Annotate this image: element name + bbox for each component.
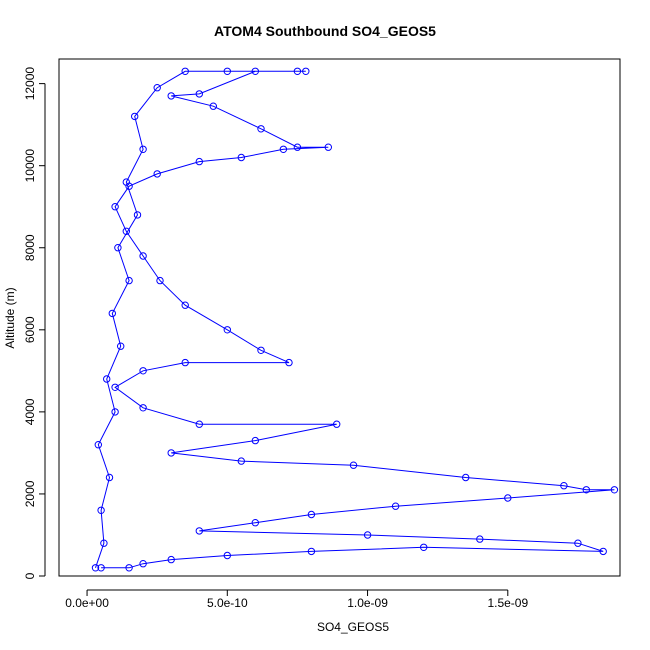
- data-point: [209, 102, 218, 110]
- data-point: [391, 502, 400, 510]
- data-point: [195, 157, 204, 166]
- y-tick-label: 8000: [23, 234, 37, 261]
- data-point: [462, 473, 470, 482]
- data-point: [167, 92, 175, 100]
- data-point: [293, 67, 302, 76]
- data-point: [251, 436, 260, 445]
- series-line: [95, 70, 615, 569]
- data-point: [139, 404, 147, 412]
- data-point: [420, 543, 428, 551]
- data-point: [181, 67, 189, 76]
- data-point: [153, 84, 161, 92]
- y-tick-label: 0: [23, 572, 37, 579]
- y-tick-label: 10000: [23, 149, 37, 183]
- data-point: [125, 564, 133, 572]
- data-point: [111, 383, 119, 391]
- data-point: [125, 182, 133, 190]
- data-point: [153, 170, 161, 178]
- y-axis: 0 2000 4000 6000 8000 10000 12000: [23, 67, 46, 579]
- data-point: [223, 67, 232, 76]
- data-point: [181, 358, 189, 367]
- x-axis-label: SO4_GEOS5: [317, 620, 389, 634]
- data-point: [349, 461, 358, 469]
- data-point: [223, 551, 232, 560]
- plot-frame: [58, 58, 621, 577]
- data-point: [103, 375, 111, 383]
- data-point: [610, 486, 619, 494]
- data-point: [251, 67, 260, 76]
- chart-title: ATOM4 Southbound SO4_GEOS5: [214, 23, 436, 39]
- data-point: [195, 90, 204, 98]
- data-point: [139, 145, 147, 154]
- data-point: [582, 486, 590, 494]
- data-point: [97, 506, 105, 514]
- x-tick-label: 5.0e-10: [207, 596, 248, 610]
- data-point: [122, 227, 131, 236]
- y-tick-label: 6000: [23, 316, 37, 343]
- data-point: [139, 252, 147, 260]
- x-tick-label: 1.0e-09: [347, 596, 388, 610]
- data-point: [97, 564, 105, 572]
- data-series: [91, 67, 619, 572]
- data-point: [251, 519, 260, 527]
- data-point: [94, 441, 103, 449]
- data-point: [223, 326, 232, 334]
- data-point: [195, 527, 204, 535]
- y-tick-label: 12000: [23, 67, 37, 101]
- data-point: [156, 276, 164, 285]
- data-point: [111, 408, 119, 416]
- data-point: [599, 547, 607, 556]
- data-point: [181, 301, 189, 309]
- data-point: [91, 564, 100, 572]
- x-tick-label: 0.0e+00: [65, 596, 109, 610]
- data-point: [293, 143, 302, 151]
- data-point: [133, 211, 142, 219]
- data-point: [139, 560, 147, 568]
- data-point: [324, 143, 332, 151]
- data-point: [257, 346, 265, 354]
- data-point: [111, 203, 119, 211]
- data-point: [363, 531, 372, 539]
- data-point: [307, 547, 316, 556]
- data-point: [237, 457, 246, 465]
- data-point: [476, 535, 484, 543]
- x-axis: 0.0e+00 5.0e-10 1.0e-09 1.5e-09: [65, 589, 528, 610]
- y-axis-label: Altitude (m): [3, 287, 17, 348]
- data-point: [167, 555, 175, 564]
- data-point: [302, 67, 310, 76]
- data-point: [504, 494, 512, 502]
- data-point: [237, 153, 246, 162]
- data-point: [167, 449, 175, 457]
- data-point: [257, 125, 265, 133]
- data-point: [125, 276, 133, 285]
- data-point: [560, 482, 568, 490]
- data-point: [195, 420, 204, 428]
- x-tick-label: 1.5e-09: [487, 596, 528, 610]
- data-point: [285, 358, 293, 367]
- data-point: [279, 145, 288, 154]
- data-point: [114, 244, 122, 252]
- y-tick-label: 2000: [23, 480, 37, 507]
- data-point: [117, 342, 125, 350]
- data-point: [108, 309, 117, 318]
- data-point: [333, 420, 341, 428]
- data-point: [574, 539, 582, 547]
- y-tick-label: 4000: [23, 398, 37, 425]
- data-point: [131, 112, 139, 121]
- data-point: [139, 367, 147, 375]
- data-point: [105, 473, 114, 482]
- data-point: [100, 539, 108, 547]
- data-point: [307, 510, 316, 519]
